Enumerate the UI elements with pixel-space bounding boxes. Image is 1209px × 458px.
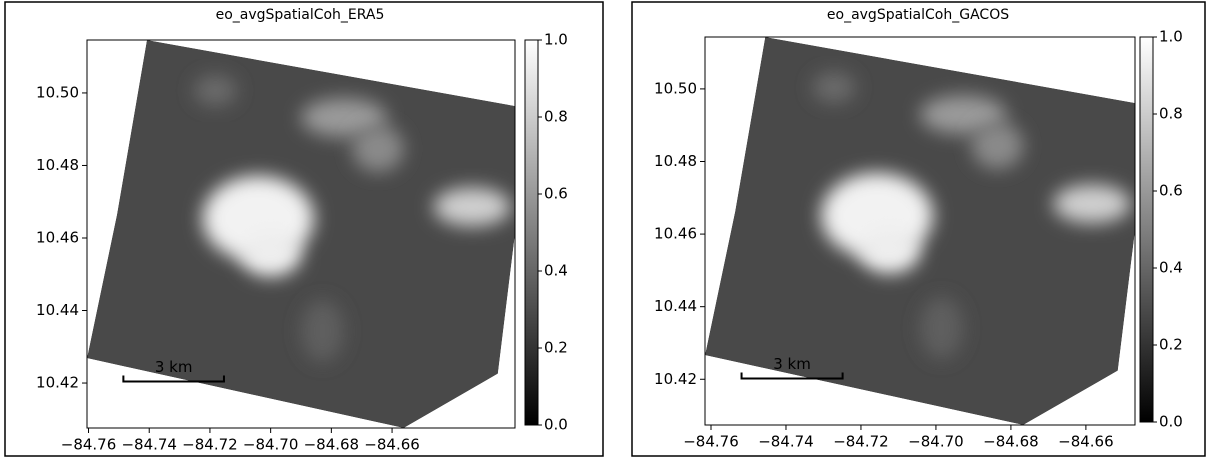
raster-blob [352,125,404,172]
plot-frame [86,39,516,429]
colorbar-tick-label: 0.0 [1159,413,1183,431]
panel-frame [4,1,604,457]
y-tick-label: 10.50 [654,79,697,97]
x-tick-label: −84.74 [121,436,177,454]
x-tick-label: −84.66 [364,436,420,454]
x-tick-label: −84.68 [304,436,360,454]
chart-title: eo_avgSpatialCoh_GACOS [827,7,1009,23]
x-tick-label: −84.72 [833,433,889,451]
x-tick-label: −84.76 [61,436,117,454]
x-tick-label: −84.70 [908,433,964,451]
colorbar-tick-label: 0.8 [1159,105,1183,123]
raster-body [87,40,515,428]
colorbar [1139,36,1154,423]
y-tick-label: 10.42 [36,374,79,392]
x-tick-label: −84.74 [758,433,814,451]
chart-title: eo_avgSpatialCoh_ERA5 [216,7,385,23]
colorbar-tick-label: 0.2 [1159,336,1183,354]
colorbar-tick-label: 0.6 [1159,182,1183,200]
scale-bar-label: 3 km [155,358,193,376]
raster-blob [241,230,301,277]
panel-frame [631,1,1206,457]
y-tick-label: 10.42 [654,370,697,388]
raster-body [705,37,1135,425]
colorbar [524,39,539,426]
x-tick-label: −84.68 [983,433,1039,451]
colorbar-tick-label: 1.0 [544,31,568,49]
y-tick-label: 10.44 [654,297,697,315]
x-tick-label: −84.66 [1058,433,1114,451]
scale-bar-label: 3 km [773,355,811,373]
raster-blob [433,187,511,227]
y-tick-label: 10.44 [36,301,79,319]
scale-bar [740,372,844,380]
raster [705,37,1135,425]
colorbar-tick-label: 1.0 [1159,28,1183,46]
colorbar-tick-label: 0.2 [544,339,568,357]
colorbar-tick-label: 0.6 [544,185,568,203]
colorbar-tick-label: 0.4 [1159,259,1183,277]
raster-blob [194,74,237,106]
x-tick-label: −84.70 [243,436,299,454]
y-tick-label: 10.48 [36,156,79,174]
raster-blob [920,296,963,360]
colorbar-tick-label: 0.4 [544,262,568,280]
x-tick-label: −84.76 [683,433,739,451]
y-tick-label: 10.50 [36,83,79,101]
x-tick-label: −84.72 [182,436,238,454]
colorbar-tick-label: 0.0 [544,416,568,434]
colorbar-tick-label: 0.8 [544,108,568,126]
y-tick-label: 10.46 [36,228,79,246]
scale-bar [122,375,225,383]
raster-blob [301,98,387,137]
raster-blob [920,95,1006,134]
plot-frame [704,36,1136,426]
raster-blob [1053,184,1131,224]
raster-blob [812,71,856,103]
raster-blob [859,227,921,274]
y-tick-label: 10.46 [654,225,697,243]
raster [87,40,515,428]
raster-blob [971,122,1024,169]
y-tick-label: 10.48 [654,152,697,170]
raster-blob [301,299,344,363]
